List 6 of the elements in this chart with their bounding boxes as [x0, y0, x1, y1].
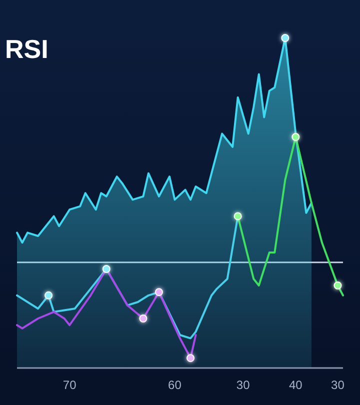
x-tick-label: 40 [289, 378, 303, 392]
chart-title: RSI [5, 34, 48, 64]
x-tick-label: 30 [236, 378, 250, 392]
x-tick-label: 30 [331, 378, 345, 392]
x-tick-label: 70 [62, 378, 77, 392]
x-tick-label: 60 [168, 378, 182, 392]
